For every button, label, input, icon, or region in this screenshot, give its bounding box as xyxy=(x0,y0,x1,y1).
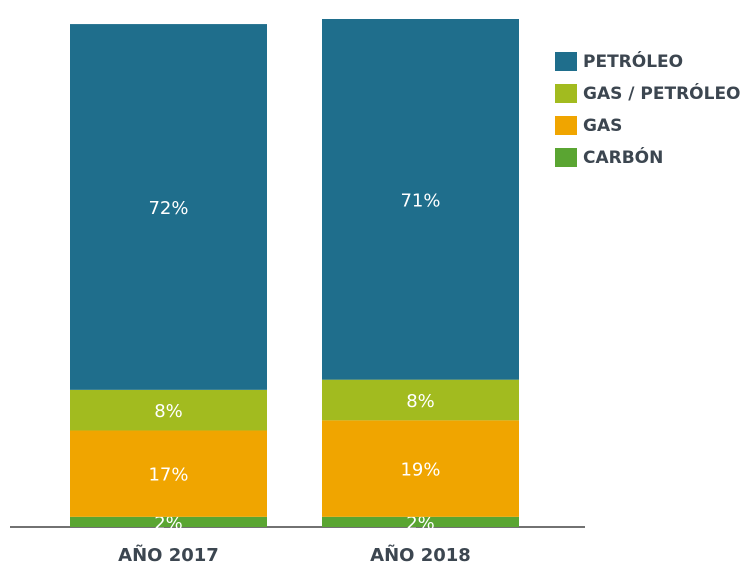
legend-label: PETRÓLEO xyxy=(583,50,683,72)
legend-label: CARBÓN xyxy=(583,146,663,168)
bar-segment xyxy=(70,430,267,517)
bar-segment xyxy=(70,24,267,390)
data-label: 71% xyxy=(400,190,440,211)
bar-segment xyxy=(322,379,519,421)
legend-swatch xyxy=(555,52,577,71)
data-label: 8% xyxy=(406,391,435,412)
legend-swatch xyxy=(555,116,577,135)
legend-label: GAS / PETRÓLEO xyxy=(583,82,741,104)
bar-segment xyxy=(322,516,519,527)
data-label: 2% xyxy=(154,513,183,534)
data-label: 17% xyxy=(148,465,188,486)
data-label: 8% xyxy=(154,401,183,422)
legend-swatch xyxy=(555,148,577,167)
x-tick-label: AÑO 2018 xyxy=(370,543,471,566)
x-tick-label: AÑO 2017 xyxy=(118,543,219,566)
legend-label: GAS xyxy=(583,116,622,136)
data-label: 19% xyxy=(400,460,440,481)
data-label: 72% xyxy=(148,198,188,219)
data-label: 2% xyxy=(406,513,435,534)
bar-segment xyxy=(70,389,267,431)
bar-segment xyxy=(322,19,519,380)
legend-swatch xyxy=(555,84,577,103)
bar-segment xyxy=(322,420,519,517)
bar-segment xyxy=(70,516,267,527)
